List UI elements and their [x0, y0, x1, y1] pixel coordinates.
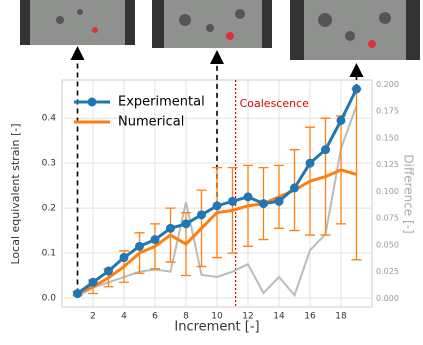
- y-tick-label: 0.0: [42, 294, 57, 304]
- annotation-text: Coalescence: [240, 97, 310, 110]
- y2-axis-label: Difference [-]: [402, 154, 416, 233]
- legend-label: Experimental: [118, 95, 205, 110]
- y2-tick-label: 0.175: [376, 107, 399, 116]
- y2-tick-label: 0.050: [376, 240, 399, 249]
- marker: [135, 241, 144, 251]
- marker: [119, 253, 129, 263]
- marker: [259, 199, 268, 209]
- marker: [228, 196, 237, 206]
- y2-tick-label: 0.075: [376, 214, 399, 223]
- x-tick-label: 18: [335, 312, 347, 322]
- y2-tick-label: 0.150: [376, 133, 399, 142]
- error-bar: [150, 223, 160, 270]
- y-tick-label: 0.1: [42, 249, 56, 259]
- y2-tick-label: 0.125: [376, 160, 399, 169]
- marker: [274, 196, 284, 206]
- marker: [150, 235, 160, 245]
- marker: [181, 219, 191, 229]
- y-tick-label: 0.3: [42, 159, 56, 169]
- marker: [243, 192, 253, 202]
- error-bar: [212, 167, 222, 259]
- marker: [197, 210, 206, 220]
- error-bar: [320, 117, 331, 236]
- arrow-head: [210, 50, 224, 64]
- legend-label: Numerical: [118, 115, 184, 130]
- error-bar: [227, 167, 238, 254]
- error-bar: [196, 189, 207, 268]
- arrow-head: [70, 46, 85, 60]
- micrographs: [20, 0, 420, 60]
- x-tick-label: 14: [273, 312, 285, 322]
- y-tick-label: 0.2: [42, 204, 56, 214]
- marker: [336, 115, 346, 125]
- x-axis-label: Increment [-]: [174, 320, 259, 335]
- marker: [73, 289, 82, 299]
- y-axis-label: Local equivalent strain [-]: [9, 123, 22, 264]
- arrow-head: [349, 63, 364, 77]
- error-bar: [243, 164, 253, 247]
- marker: [352, 84, 361, 94]
- marker: [88, 277, 98, 287]
- y-tick-label: 0.4: [42, 114, 57, 124]
- x-tick-label: 8: [183, 312, 189, 322]
- x-tick-label: 12: [242, 312, 253, 322]
- error-bar: [305, 126, 315, 236]
- marker: [166, 223, 175, 233]
- marker: [290, 183, 299, 193]
- y2-tick-label: 0.100: [376, 187, 399, 196]
- x-tick-label: 4: [121, 312, 127, 322]
- marker: [305, 158, 315, 168]
- x-tick-label: 2: [90, 312, 96, 322]
- x-tick-label: 10: [211, 312, 223, 322]
- x-tick-label: 16: [304, 312, 316, 322]
- x-tick-label: 6: [152, 312, 158, 322]
- marker: [104, 266, 113, 276]
- y2-tick-label: 0.200: [376, 80, 399, 89]
- error-bar: [134, 232, 145, 274]
- marker: [212, 201, 222, 211]
- error-bar: [165, 207, 176, 263]
- y2-tick-label: 0.025: [376, 267, 399, 276]
- legend-marker: [87, 97, 97, 107]
- marker: [321, 145, 330, 155]
- y2-tick-label: 0.000: [376, 294, 399, 303]
